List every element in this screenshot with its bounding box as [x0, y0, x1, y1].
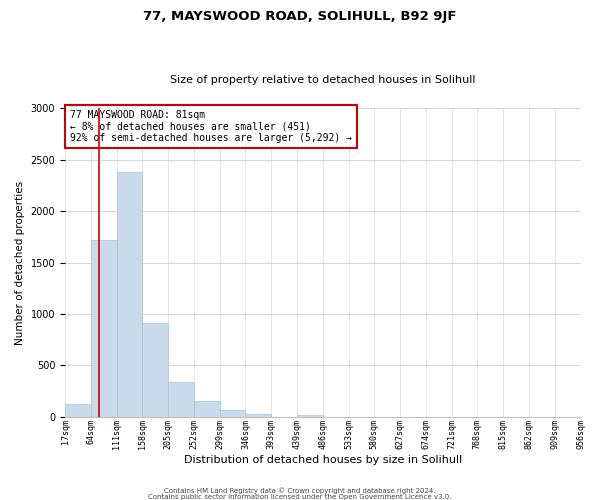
Y-axis label: Number of detached properties: Number of detached properties	[15, 180, 25, 344]
Text: 77, MAYSWOOD ROAD, SOLIHULL, B92 9JF: 77, MAYSWOOD ROAD, SOLIHULL, B92 9JF	[143, 10, 457, 23]
Bar	[194, 402, 220, 416]
Title: Size of property relative to detached houses in Solihull: Size of property relative to detached ho…	[170, 76, 476, 86]
Bar	[116, 172, 142, 416]
Text: Contains HM Land Registry data © Crown copyright and database right 2024.: Contains HM Land Registry data © Crown c…	[164, 487, 436, 494]
Bar	[297, 414, 323, 416]
Bar	[65, 404, 91, 416]
X-axis label: Distribution of detached houses by size in Solihull: Distribution of detached houses by size …	[184, 455, 462, 465]
Bar	[142, 323, 168, 416]
Text: 77 MAYSWOOD ROAD: 81sqm
← 8% of detached houses are smaller (451)
92% of semi-de: 77 MAYSWOOD ROAD: 81sqm ← 8% of detached…	[70, 110, 352, 143]
Bar	[245, 414, 271, 416]
Text: Contains public sector information licensed under the Open Government Licence v3: Contains public sector information licen…	[148, 494, 452, 500]
Bar	[91, 240, 116, 416]
Bar	[168, 382, 194, 416]
Bar	[220, 410, 245, 416]
